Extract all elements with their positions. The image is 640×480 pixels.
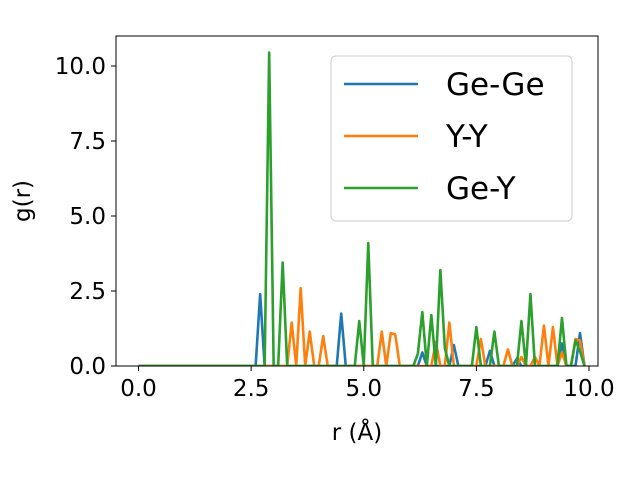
y-tick-label: 5.0: [69, 204, 106, 230]
y-tick-label: 10.0: [55, 54, 106, 80]
y-tick-label: 7.5: [69, 129, 106, 155]
x-tick-label: 10.0: [563, 376, 614, 402]
legend-label: Ge-Y: [446, 171, 516, 207]
y-tick-label: 2.5: [69, 279, 106, 305]
x-axis-label: r (Å): [332, 418, 382, 446]
series-layer: [138, 51, 586, 366]
legend-box: [330, 55, 573, 222]
series-line-ge-ge: [138, 292, 586, 366]
x-tick-label: 7.5: [458, 376, 495, 402]
series-line-y-y: [138, 286, 586, 366]
x-tick-label: 2.5: [233, 376, 270, 402]
y-tick-label: 0.0: [69, 354, 106, 380]
legend-label: Y-Y: [445, 119, 488, 155]
legend-label: Ge-Ge: [446, 67, 545, 103]
y-axis-label: g(r): [10, 180, 36, 222]
legend: Ge-Ge Y-Y Ge-Y: [330, 55, 573, 222]
x-tick-label: 0.0: [120, 376, 157, 402]
plot-frame: [115, 35, 599, 367]
x-axis: 0.0 2.5 5.0 7.5 10.0: [120, 366, 615, 402]
y-axis: 0.0 2.5 5.0 7.5 10.0: [55, 54, 116, 380]
x-tick-label: 5.0: [345, 376, 382, 402]
